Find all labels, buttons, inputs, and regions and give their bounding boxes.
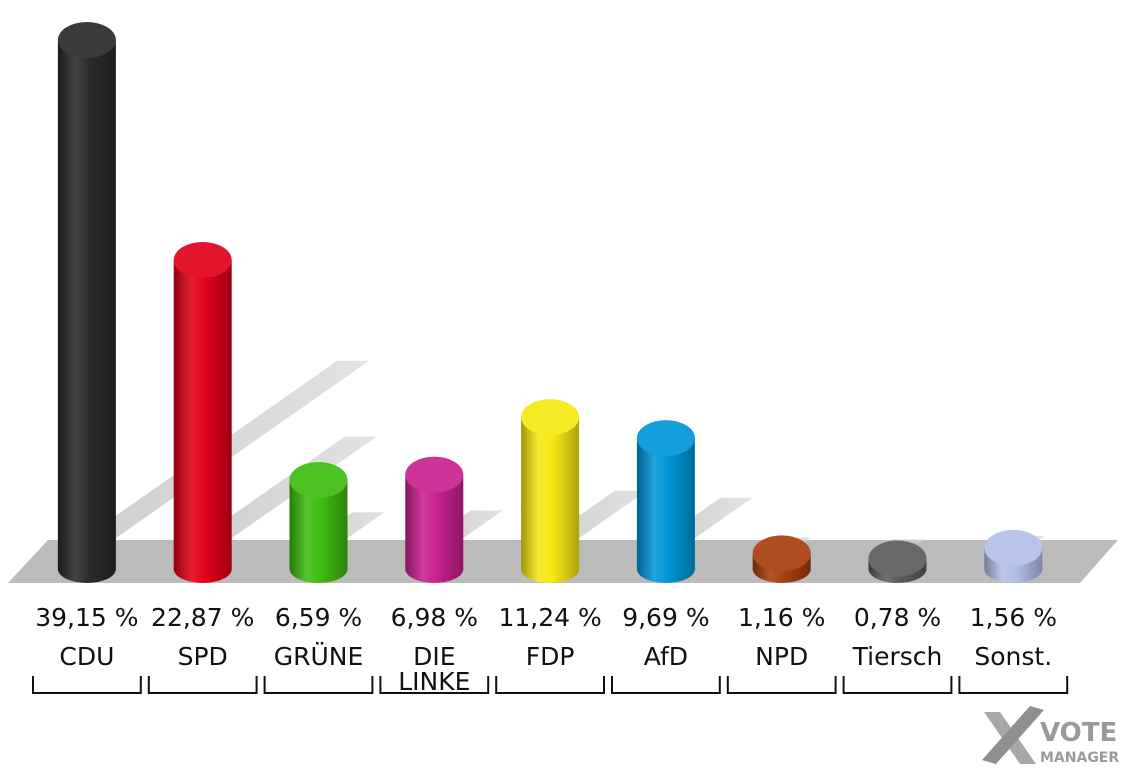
category-label: LINKE [398,667,470,696]
bar-cap [752,535,811,572]
value-label: 9,69 % [622,603,709,632]
value-label: 1,56 % [970,603,1057,632]
category-bracket [379,676,490,694]
bar-cap [521,399,580,436]
bar-cap [173,241,232,278]
category-bracket [958,676,1069,694]
value-label: 11,24 % [498,603,601,632]
value-label: 0,78 % [854,603,941,632]
value-label: 6,59 % [275,603,362,632]
value-label: 39,15 % [35,603,138,632]
category-label: CDU [59,642,114,671]
value-label: 1,16 % [738,603,825,632]
category-label: Sonst. [974,642,1052,671]
category-bracket [147,676,258,694]
category-bracket [263,676,374,694]
category-bracket [495,676,605,694]
category-bracket [842,676,953,694]
logo-vote: VOTE [1040,718,1117,748]
bar [289,479,348,584]
category-label: SPD [178,642,228,671]
bar [521,417,580,584]
bar [636,438,695,584]
value-label: 22,87 % [151,603,254,632]
bar-shadow [192,436,377,543]
category-label: GRÜNE [274,642,364,671]
ballot-x-icon [982,706,1044,764]
category-label: FDP [526,642,575,671]
category-label: AfD [644,642,688,671]
bar-cap [868,540,927,577]
bar-cap [405,456,464,493]
category-label: DIE [413,642,455,671]
vote-manager-logo: VOTE MANAGER [982,706,1119,766]
category-bracket [726,676,837,694]
bars [57,22,1043,584]
category-label: Tiersch [852,642,943,671]
bar [405,474,464,584]
category-brackets [32,676,1069,694]
bar-cap [289,461,348,498]
logo-manager: MANAGER [1040,750,1119,766]
category-bracket [32,676,142,694]
category-label: NPD [755,642,808,671]
bar-cap [57,22,116,58]
value-labels: 39,15 % 22,87 % 6,59 % 6,98 % 11,24 % 9,69 % 1… [35,603,1057,632]
category-bracket [611,676,721,694]
value-label: 6,98 % [391,603,478,632]
bar-cap [636,420,695,457]
bar [173,259,232,584]
bar [57,40,116,584]
bar-cap [984,529,1043,566]
